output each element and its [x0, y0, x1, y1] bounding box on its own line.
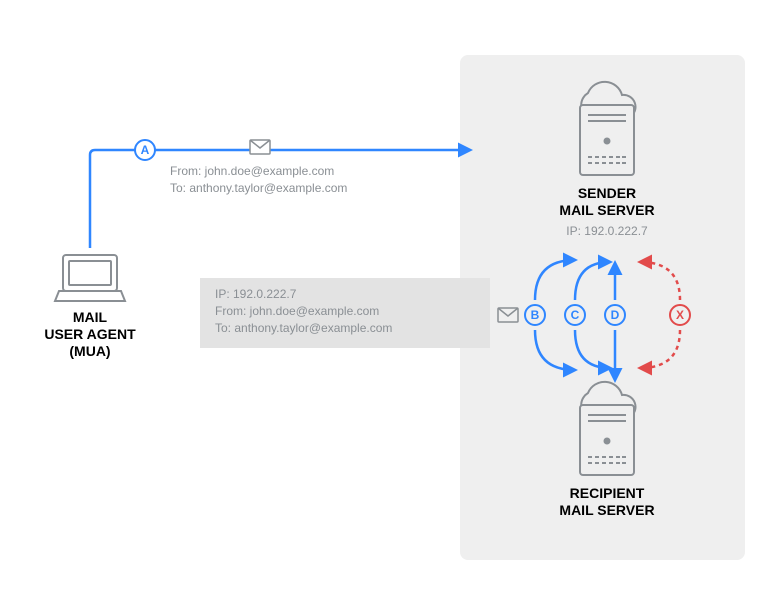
circle-c: C [565, 305, 585, 325]
sender-ip: IP: 192.0.222.7 [566, 224, 648, 238]
laptop-icon [55, 255, 125, 301]
circle-b-label: B [531, 308, 540, 322]
envelope-icon [250, 140, 270, 154]
circle-x: X [670, 305, 690, 325]
flow2-ip: IP: 192.0.222.7 [215, 287, 297, 301]
circle-d: D [605, 305, 625, 325]
envelope-icon [498, 308, 518, 322]
server-icon [580, 405, 634, 475]
circle-a: A [135, 140, 155, 160]
circle-b: B [525, 305, 545, 325]
mua-label-3: (MUA) [69, 343, 110, 359]
recipient-label-1: RECIPIENT [570, 485, 645, 501]
sender-label-2: MAIL SERVER [559, 202, 654, 218]
recipient-server-node [580, 382, 636, 475]
mua-node [55, 255, 125, 301]
flow1-from: From: john.doe@example.com [170, 164, 334, 178]
sender-server-node [580, 82, 636, 175]
sender-label-1: SENDER [578, 185, 636, 201]
circle-x-label: X [676, 308, 684, 322]
flow1-to: To: anthony.taylor@example.com [170, 181, 347, 195]
mua-label-2: USER AGENT [44, 326, 136, 342]
circle-d-label: D [611, 308, 620, 322]
server-icon [580, 105, 634, 175]
circle-c-label: C [571, 308, 580, 322]
recipient-label-2: MAIL SERVER [559, 502, 654, 518]
mua-label-1: MAIL [73, 309, 108, 325]
flow2-from: From: john.doe@example.com [215, 304, 379, 318]
flow2-to: To: anthony.taylor@example.com [215, 321, 392, 335]
circle-a-label: A [141, 143, 150, 157]
